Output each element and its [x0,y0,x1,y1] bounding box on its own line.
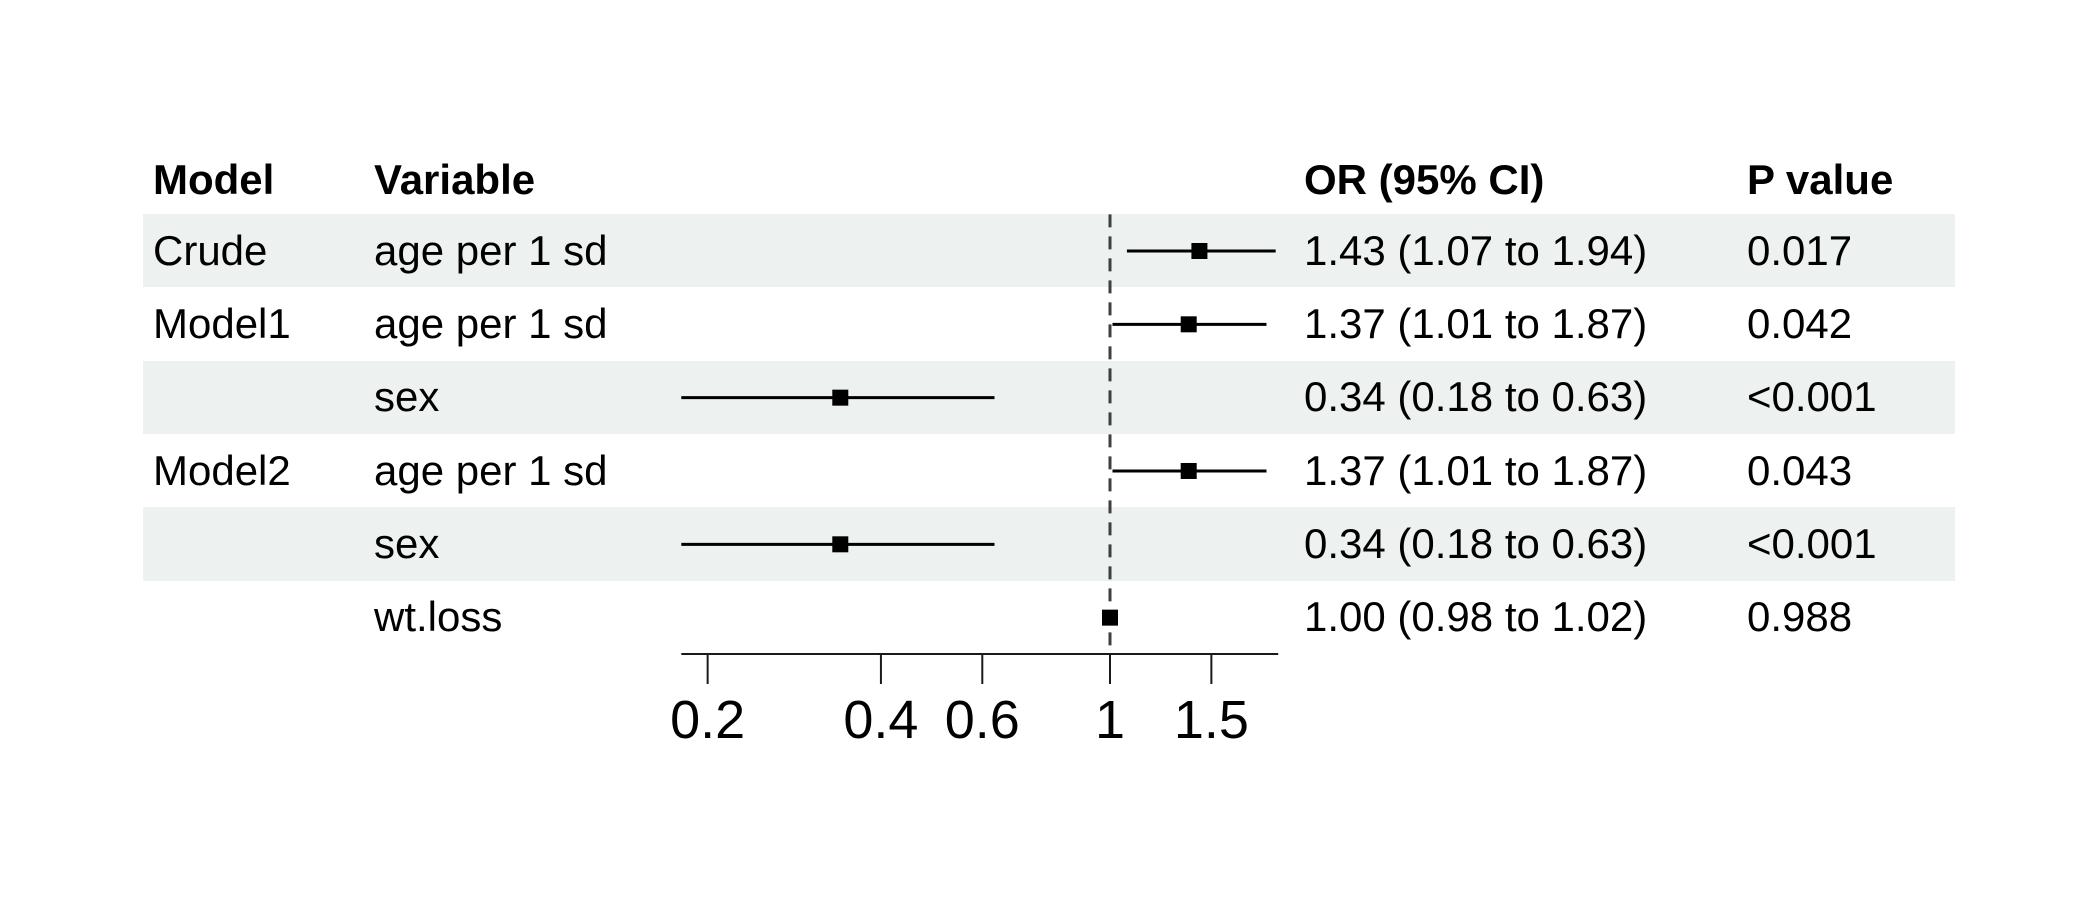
cell-or-ci: 1.00 (0.98 to 1.02) [1304,593,1648,641]
column-header-p-value: P value [1747,155,1894,203]
cell-or-ci: 1.37 (1.01 to 1.87) [1304,299,1648,347]
cell-model: Crude [153,226,268,274]
cell-variable: wt.loss [374,593,503,641]
table-row: Model2 age per 1 sd 1.37 (1.01 to 1.87) … [143,434,1955,507]
cell-p-value: 0.988 [1747,593,1853,641]
cell-p-value: <0.001 [1747,519,1877,567]
cell-variable: age per 1 sd [374,226,608,274]
table-row: sex 0.34 (0.18 to 0.63) <0.001 [143,360,1955,434]
forest-table: Model Variable OR (95% CI) P value Crude… [143,145,1955,654]
cell-or-ci: 1.43 (1.07 to 1.94) [1304,226,1648,274]
cell-p-value: 0.042 [1747,299,1853,347]
x-axis-tick-label: 0.2 [670,690,745,750]
cell-variable: sex [374,373,440,421]
cell-p-value: <0.001 [1747,373,1877,421]
x-axis-tick-label: 1.5 [1174,690,1249,750]
column-header-variable: Variable [374,155,536,203]
table-row: wt.loss 1.00 (0.98 to 1.02) 0.988 [143,581,1955,654]
cell-or-ci: 1.37 (1.01 to 1.87) [1304,446,1648,494]
cell-p-value: 0.043 [1747,446,1853,494]
x-axis-tick-label: 0.4 [843,690,918,750]
table-row: Model1 age per 1 sd 1.37 (1.01 to 1.87) … [143,287,1955,360]
x-axis-tick-label: 1 [1095,690,1125,750]
cell-model: Model1 [153,299,291,347]
cell-variable: sex [374,519,440,567]
table-row: sex 0.34 (0.18 to 0.63) <0.001 [143,507,1955,581]
cell-variable: age per 1 sd [374,446,608,494]
x-axis-tick-label: 0.6 [945,690,1020,750]
cell-or-ci: 0.34 (0.18 to 0.63) [1304,373,1648,421]
table-row: Crude age per 1 sd 1.43 (1.07 to 1.94) 0… [143,214,1955,288]
cell-p-value: 0.017 [1747,226,1853,274]
cell-model: Model2 [153,446,291,494]
table-header-row: Model Variable OR (95% CI) P value [143,145,1955,214]
column-header-or-ci: OR (95% CI) [1304,155,1545,203]
column-header-model: Model [153,155,275,203]
cell-variable: age per 1 sd [374,299,608,347]
cell-or-ci: 0.34 (0.18 to 0.63) [1304,519,1648,567]
